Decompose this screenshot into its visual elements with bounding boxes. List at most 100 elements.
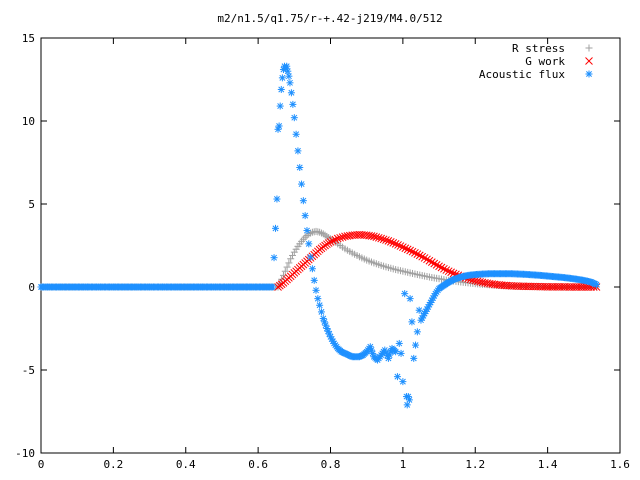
data-point bbox=[395, 339, 403, 347]
data-point bbox=[447, 268, 455, 277]
data-point bbox=[392, 348, 400, 356]
data-point bbox=[401, 290, 409, 298]
data-point bbox=[393, 373, 401, 381]
data-point bbox=[471, 276, 480, 285]
series-layer bbox=[37, 62, 601, 409]
x-tick-label: 1.2 bbox=[465, 458, 485, 471]
data-point bbox=[369, 349, 377, 357]
series-r-stress bbox=[37, 227, 600, 291]
data-point bbox=[397, 349, 405, 357]
data-point bbox=[316, 301, 324, 309]
x-tick-label: 0.2 bbox=[103, 458, 123, 471]
data-point bbox=[281, 267, 289, 275]
data-point bbox=[271, 224, 279, 232]
data-point bbox=[427, 258, 436, 266]
data-point bbox=[299, 197, 307, 205]
data-point bbox=[379, 235, 388, 244]
data-point bbox=[285, 72, 293, 80]
x-tick-label: 1 bbox=[400, 458, 407, 471]
data-point bbox=[301, 212, 309, 220]
data-point bbox=[287, 89, 295, 97]
data-point bbox=[370, 232, 378, 241]
data-point bbox=[406, 295, 414, 303]
data-point bbox=[408, 318, 416, 326]
legend-label: G work bbox=[525, 55, 565, 68]
data-point bbox=[444, 267, 453, 276]
series-acoustic-flux bbox=[37, 62, 600, 409]
data-point bbox=[368, 346, 376, 354]
data-point bbox=[367, 232, 376, 240]
data-point bbox=[289, 251, 297, 259]
x-tick-label: 0.6 bbox=[248, 458, 268, 471]
data-point bbox=[292, 245, 300, 253]
x-axis: 0 0.2 0.4 0.6 0.8 1 1.2 1.4 1.6 bbox=[38, 38, 630, 471]
data-point bbox=[405, 396, 413, 404]
y-tick-label: 10 bbox=[22, 115, 35, 128]
legend-label: Acoustic flux bbox=[479, 68, 565, 81]
data-point bbox=[399, 243, 407, 252]
data-point bbox=[321, 231, 329, 239]
data-point bbox=[432, 261, 441, 269]
data-point bbox=[290, 248, 298, 256]
y-tick-label: -5 bbox=[22, 364, 35, 377]
data-point bbox=[413, 250, 422, 258]
legend-label: R stress bbox=[512, 42, 565, 55]
data-point bbox=[308, 265, 316, 273]
data-point bbox=[430, 259, 439, 268]
data-point bbox=[338, 233, 347, 241]
x-tick-label: 0.8 bbox=[321, 458, 341, 471]
data-point bbox=[437, 263, 446, 272]
data-point bbox=[394, 241, 402, 249]
data-point bbox=[384, 236, 393, 245]
y-axis: -10 -5 0 5 10 15 bbox=[15, 32, 620, 460]
data-point bbox=[296, 163, 304, 171]
data-point bbox=[317, 229, 325, 237]
data-point bbox=[292, 130, 300, 138]
data-point bbox=[420, 254, 429, 262]
data-point bbox=[277, 85, 285, 93]
data-point bbox=[273, 195, 281, 203]
data-point bbox=[366, 343, 374, 351]
data-point bbox=[413, 328, 421, 336]
data-point bbox=[412, 341, 420, 349]
data-point bbox=[278, 74, 286, 82]
legend-marker bbox=[585, 70, 593, 78]
data-point bbox=[286, 79, 294, 87]
data-point bbox=[283, 62, 291, 70]
data-point bbox=[326, 237, 335, 246]
data-point bbox=[415, 306, 423, 314]
data-point bbox=[386, 237, 395, 246]
data-point bbox=[389, 238, 398, 247]
data-point bbox=[289, 100, 297, 108]
data-point bbox=[294, 147, 302, 155]
data-point bbox=[401, 244, 410, 253]
data-point bbox=[305, 230, 313, 238]
data-point bbox=[411, 249, 419, 257]
x-tick-label: 1.4 bbox=[538, 458, 558, 471]
data-point bbox=[425, 256, 434, 265]
data-point bbox=[269, 283, 277, 291]
y-tick-label: 0 bbox=[28, 281, 35, 294]
x-tick-label: 1.6 bbox=[610, 458, 630, 471]
chart-title: m2/n1.5/q1.75/r-+.42-j219/M4.0/512 bbox=[217, 12, 442, 25]
data-point bbox=[331, 235, 340, 244]
data-point bbox=[377, 234, 386, 243]
data-point bbox=[329, 236, 337, 245]
y-tick-label: 5 bbox=[28, 198, 35, 211]
data-point bbox=[408, 247, 417, 256]
data-point bbox=[440, 264, 448, 273]
data-point bbox=[592, 281, 600, 289]
data-point bbox=[391, 239, 400, 248]
data-point bbox=[476, 277, 484, 286]
data-point bbox=[406, 246, 414, 255]
legend-marker bbox=[585, 44, 593, 52]
y-tick-label: 15 bbox=[22, 32, 35, 45]
data-point bbox=[319, 315, 327, 323]
data-point bbox=[316, 228, 324, 236]
data-point bbox=[320, 318, 328, 326]
data-point bbox=[312, 286, 320, 294]
data-point bbox=[290, 114, 298, 122]
data-point bbox=[276, 102, 284, 110]
data-point bbox=[442, 266, 451, 274]
